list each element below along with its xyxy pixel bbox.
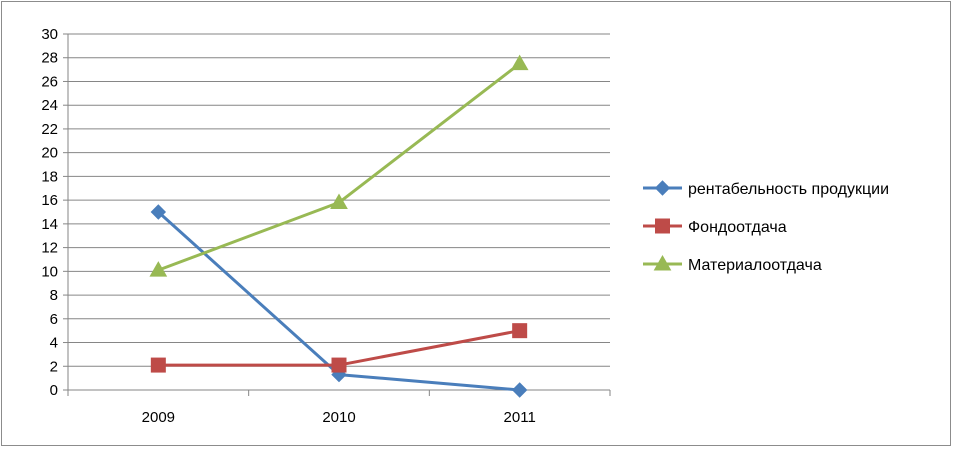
x-tick-label: 2009 <box>142 409 175 426</box>
y-tick-label: 2 <box>50 358 58 375</box>
data-point <box>150 357 166 373</box>
legend-label: рентабельность продукции <box>688 181 889 198</box>
data-point <box>149 261 168 277</box>
x-tick-label: 2011 <box>504 409 536 426</box>
data-point <box>510 54 529 71</box>
y-tick-label: 24 <box>41 97 58 114</box>
y-tick-label: 16 <box>41 192 58 209</box>
series-2 <box>149 54 529 277</box>
axes <box>63 33 611 396</box>
data-point <box>330 193 348 210</box>
legend-marker <box>654 180 671 196</box>
legend-marker <box>653 254 672 271</box>
x-tick-label: 2010 <box>322 409 355 426</box>
y-tick-label: 22 <box>41 121 58 138</box>
y-tick-label: 0 <box>50 382 58 399</box>
y-tick-label: 30 <box>41 26 58 43</box>
y-tick-label: 14 <box>41 216 58 233</box>
legend: рентабельность продукции Фондоотдача Матер… <box>643 180 889 274</box>
gridlines <box>68 33 610 367</box>
y-tick-label: 6 <box>50 311 58 328</box>
y-tick-label: 20 <box>41 145 58 162</box>
series-1 <box>150 323 528 373</box>
data-point <box>512 323 528 339</box>
legend-item: рентабельность продукции <box>643 180 889 198</box>
y-tick-label: 8 <box>50 287 58 304</box>
data-point <box>331 357 347 373</box>
legend-item: Фондоотдача <box>643 218 787 236</box>
y-tick-label: 4 <box>50 335 58 352</box>
x-axis-ticks: 2009 2010 2011 <box>142 409 536 426</box>
y-tick-label: 26 <box>41 73 58 90</box>
y-tick-label: 28 <box>41 50 58 67</box>
series-group <box>149 54 529 398</box>
data-point <box>511 382 528 398</box>
y-tick-label: 18 <box>41 168 58 185</box>
series-line <box>157 62 521 272</box>
legend-label: Фондоотдача <box>688 219 787 236</box>
y-tick-label: 10 <box>41 263 58 280</box>
data-point <box>150 204 167 220</box>
y-tick-label: 12 <box>41 240 58 257</box>
legend-marker <box>655 218 670 234</box>
legend-item: Материалоотдача <box>643 254 822 274</box>
legend-label: Материалоотдача <box>688 257 822 274</box>
